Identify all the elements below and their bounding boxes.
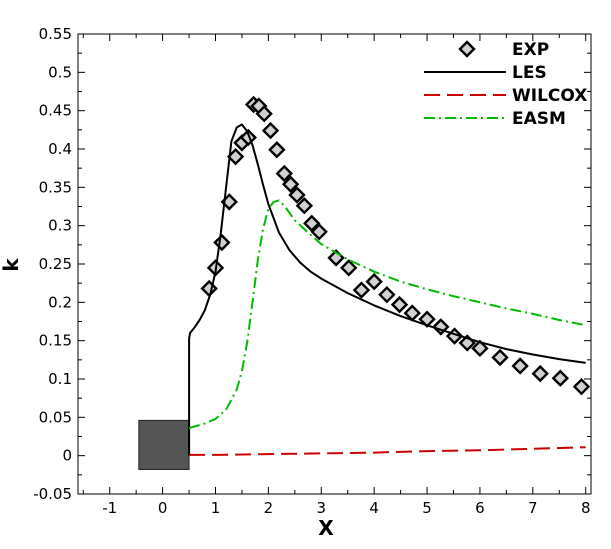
axis-layer: -1 0 1 2 3 4 5 6 7 8 -0.05 0 0.05 0.1 0.15 0.2 0.25 0.3 0.…: [33, 25, 591, 517]
exp-point: [255, 105, 273, 123]
exp-point: [239, 128, 257, 147]
legend-easm-label: EASM: [512, 109, 566, 129]
x-tick-label: -1: [102, 499, 117, 517]
exp-point: [572, 377, 591, 396]
exp-point: [352, 281, 371, 299]
exp-point: [213, 233, 231, 252]
x-tick-label: 0: [158, 499, 168, 517]
exp-point: [295, 197, 314, 215]
series-layer: [188, 95, 591, 456]
x-tick-label: 6: [475, 499, 485, 517]
exp-point: [491, 348, 509, 367]
y-tick-label: 0.2: [48, 293, 72, 311]
x-tick-label: 3: [317, 499, 327, 517]
exp-point: [365, 272, 383, 291]
legend-exp-label: EXP: [512, 40, 549, 60]
y-tick-label: 0.05: [39, 408, 72, 426]
x-tick-label: 7: [528, 499, 538, 517]
legend-les-label: LES: [512, 63, 547, 83]
exp-point: [340, 259, 358, 277]
exp-point: [471, 339, 489, 358]
y-tick-label: 0.5: [48, 63, 72, 81]
y-tick-label: 0: [62, 447, 72, 465]
exp-point: [288, 186, 306, 204]
les-line: [188, 123, 586, 456]
legend-exp-marker: [458, 40, 476, 58]
y-tick-label: -0.05: [33, 485, 72, 503]
exp-point: [200, 279, 218, 298]
y-tick-label: 0.35: [39, 178, 72, 196]
x-tick-label: 8: [581, 499, 591, 517]
x-tick-label: 4: [369, 499, 379, 517]
legend-wilcox-label: WILCOX: [512, 86, 587, 106]
x-tick-label: 2: [264, 499, 274, 517]
exp-point: [303, 214, 321, 233]
y-tick-label: 0.55: [39, 25, 72, 43]
legend: EXP LES WILCOX EASM: [424, 40, 587, 129]
exp-point: [378, 285, 396, 304]
y-tick-label: 0.3: [48, 217, 72, 235]
obstacle-block: [138, 419, 190, 470]
y-tick-label: 0.25: [39, 255, 72, 273]
exp-point: [310, 223, 328, 241]
x-tick-label: 1: [211, 499, 221, 517]
wilcox-line: [189, 446, 586, 456]
obstacle-layer: [138, 419, 190, 470]
exp-point: [511, 357, 529, 375]
exp-point: [261, 121, 280, 140]
y-tick-label: 0.1: [48, 370, 72, 388]
exp-point: [551, 369, 570, 387]
y-tick-label: 0.15: [39, 332, 72, 350]
exp-point: [268, 141, 286, 159]
y-axis-label: k: [0, 258, 23, 272]
exp-point: [531, 364, 549, 383]
x-tick-label: 5: [422, 499, 432, 517]
exp-point: [432, 318, 450, 336]
easm-line: [188, 199, 586, 430]
y-tick-label: 0.4: [48, 140, 72, 158]
exp-point: [281, 175, 300, 193]
x-axis-label: X: [318, 516, 334, 540]
exp-point: [226, 147, 245, 166]
exp-point: [390, 295, 409, 314]
y-tick-label: 0.45: [39, 102, 72, 120]
exp-point: [275, 164, 293, 183]
